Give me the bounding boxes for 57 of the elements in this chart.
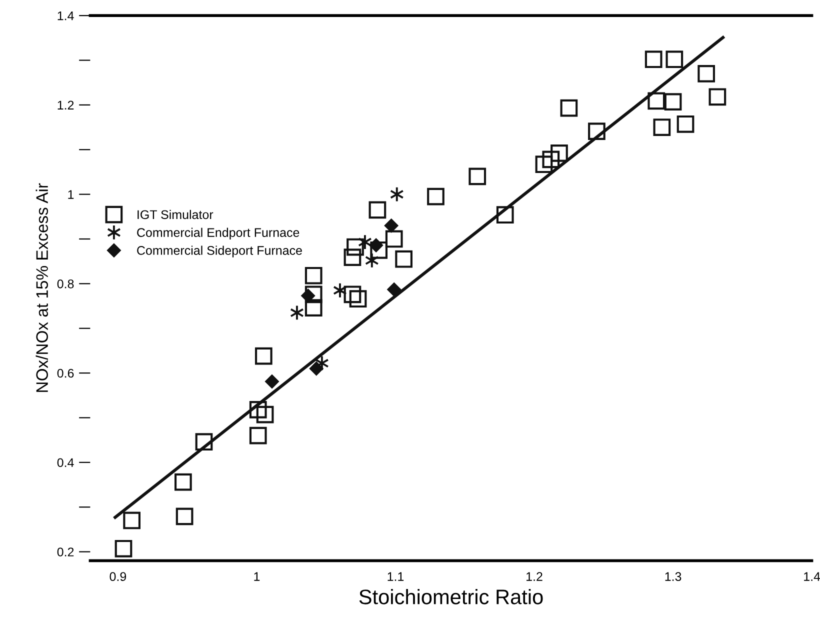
- point: [385, 230, 403, 248]
- point: [174, 473, 192, 491]
- point: [349, 290, 367, 308]
- point: [370, 241, 388, 259]
- point: [304, 266, 322, 284]
- x-tick-label: 1.4: [804, 572, 820, 581]
- point: [114, 540, 132, 558]
- x-tick-label: 1.2: [526, 572, 542, 581]
- point: [644, 50, 662, 68]
- point: [653, 118, 671, 136]
- x-tick-label: 1.1: [388, 572, 404, 581]
- x-tick-label: 0.9: [110, 572, 126, 581]
- point: [123, 512, 141, 530]
- point: [395, 250, 412, 268]
- point: [698, 64, 716, 82]
- point: [265, 374, 279, 388]
- legend-label: Commercial Sideport Furnace: [137, 246, 302, 258]
- point: [535, 156, 553, 174]
- y-tick-label: 0.6: [57, 368, 74, 378]
- point: [176, 508, 194, 526]
- point: [542, 150, 560, 168]
- point: [496, 206, 514, 224]
- x-tick-label: 1.3: [665, 572, 682, 581]
- point: [666, 50, 684, 68]
- point: [664, 93, 682, 110]
- point: [304, 299, 322, 316]
- point: [387, 282, 401, 296]
- point: [676, 115, 694, 133]
- legend-label: IGT Simulator: [138, 210, 214, 220]
- y-tick-label: 1: [68, 190, 74, 199]
- point: [249, 400, 267, 418]
- point: [304, 286, 322, 304]
- point: [427, 188, 444, 206]
- y-tick-label: 0.4: [57, 458, 74, 468]
- point: [344, 286, 362, 304]
- y-tick-label: 0.8: [57, 279, 74, 288]
- point: [588, 122, 606, 140]
- point: [195, 433, 213, 451]
- y-tick-label: 0.2: [57, 548, 74, 556]
- point: [344, 248, 362, 266]
- point: [310, 362, 324, 376]
- y-axis-title: NOx/NOx at 15% Excess Air: [36, 183, 48, 392]
- y-tick-label: 1.2: [58, 100, 74, 110]
- x-tick-label: 1: [254, 572, 260, 581]
- y-tick-label: 1.4: [58, 12, 74, 20]
- point: [708, 88, 726, 106]
- point: [249, 426, 267, 444]
- point: [346, 238, 364, 256]
- point: [256, 406, 274, 424]
- point: [550, 144, 568, 162]
- point: [254, 347, 272, 365]
- point: [368, 201, 386, 219]
- point: [468, 168, 486, 186]
- point: [560, 99, 578, 117]
- x-axis-title: Stoichiometric Ratio: [359, 589, 543, 604]
- point: [648, 92, 666, 110]
- point: [384, 218, 398, 232]
